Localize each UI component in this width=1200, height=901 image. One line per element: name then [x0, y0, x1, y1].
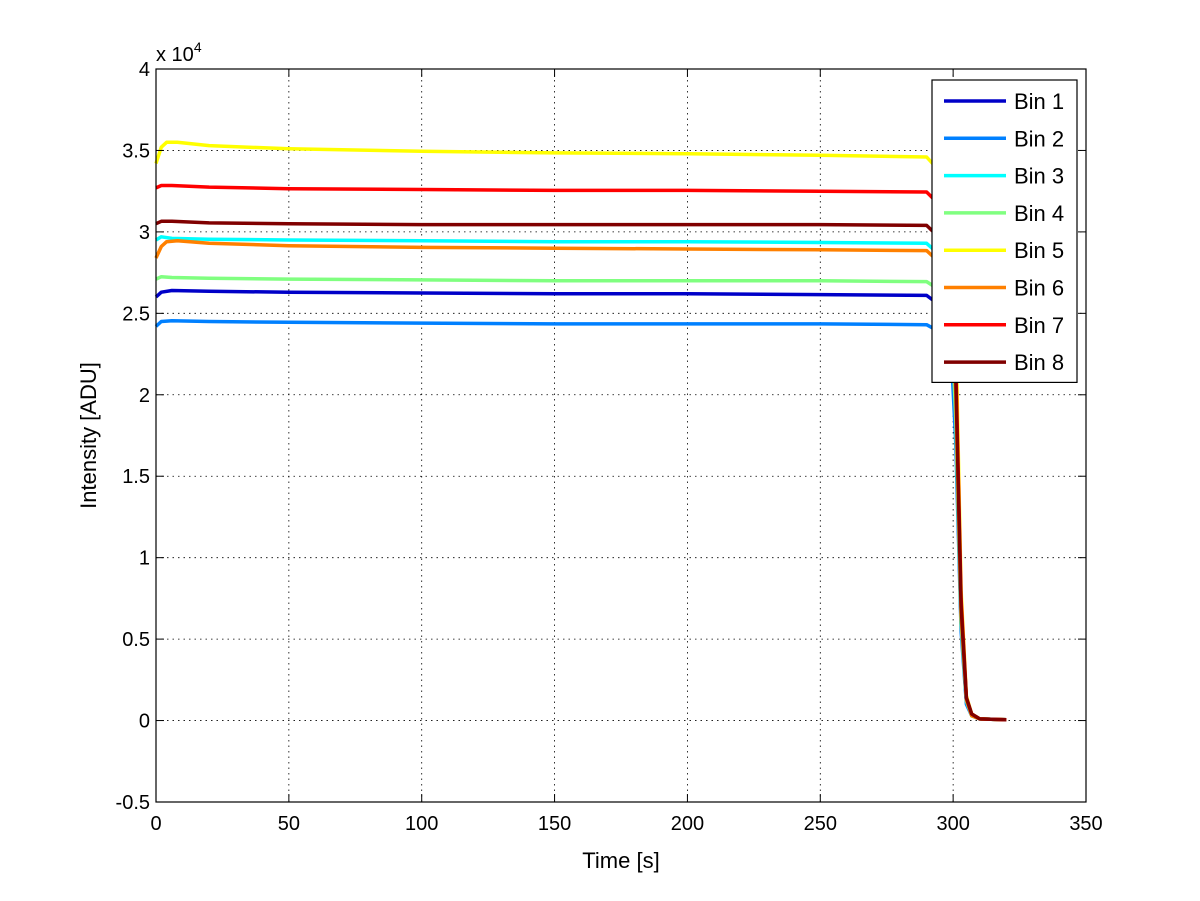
legend-label-8: Bin 8	[1014, 350, 1064, 375]
x-tick-label: 150	[538, 813, 571, 835]
y-tick-label: 2	[139, 385, 150, 407]
plot-frame	[155, 68, 1087, 803]
legend-label-4: Bin 4	[1014, 201, 1064, 226]
y-tick-label: 0.5	[122, 629, 150, 651]
y-tick-label: 2.5	[122, 303, 150, 325]
x-tick-label: 350	[1069, 813, 1102, 835]
y-tick-label: 3.5	[122, 140, 150, 162]
legend-label-5: Bin 5	[1014, 238, 1064, 263]
ticks	[155, 68, 1087, 803]
legend-label-6: Bin 6	[1014, 276, 1064, 301]
tick-labels: 0 50 100 150 200 250 300 350-0.500.511.522.533.…	[116, 59, 1103, 835]
series-line-8	[155, 219, 1007, 722]
x-tick-label: 300	[936, 813, 969, 835]
x-tick-label: 50	[278, 813, 300, 835]
y-axis-label: Intensity [ADU]	[76, 362, 101, 509]
legend: Bin 1 Bin 2 Bin 3 Bin 4 Bin 5 Bin 6 Bin 7 Bin 8	[931, 79, 1078, 383]
x-tick-label: 100	[405, 813, 438, 835]
x-tick-label: 200	[671, 813, 704, 835]
x-tick-label: 250	[804, 813, 837, 835]
series-group	[154, 140, 1007, 722]
y-tick-label: 0	[139, 711, 150, 733]
x-axis-label: Time [s]	[582, 848, 659, 873]
legend-label-2: Bin 2	[1014, 126, 1064, 151]
legend-label-1: Bin 1	[1014, 89, 1064, 114]
y-tick-label: 4	[139, 59, 150, 81]
x-tick-label: 0	[150, 813, 161, 835]
legend-label-3: Bin 3	[1014, 164, 1064, 189]
y-tick-label: -0.5	[116, 792, 150, 814]
y-tick-label: 1.5	[122, 466, 150, 488]
y-tick-label: 3	[139, 222, 150, 244]
legend-label-7: Bin 7	[1014, 313, 1064, 338]
legend-box	[931, 79, 1078, 383]
y-exponent-label: x 104	[156, 39, 202, 66]
y-tick-label: 1	[139, 548, 150, 570]
